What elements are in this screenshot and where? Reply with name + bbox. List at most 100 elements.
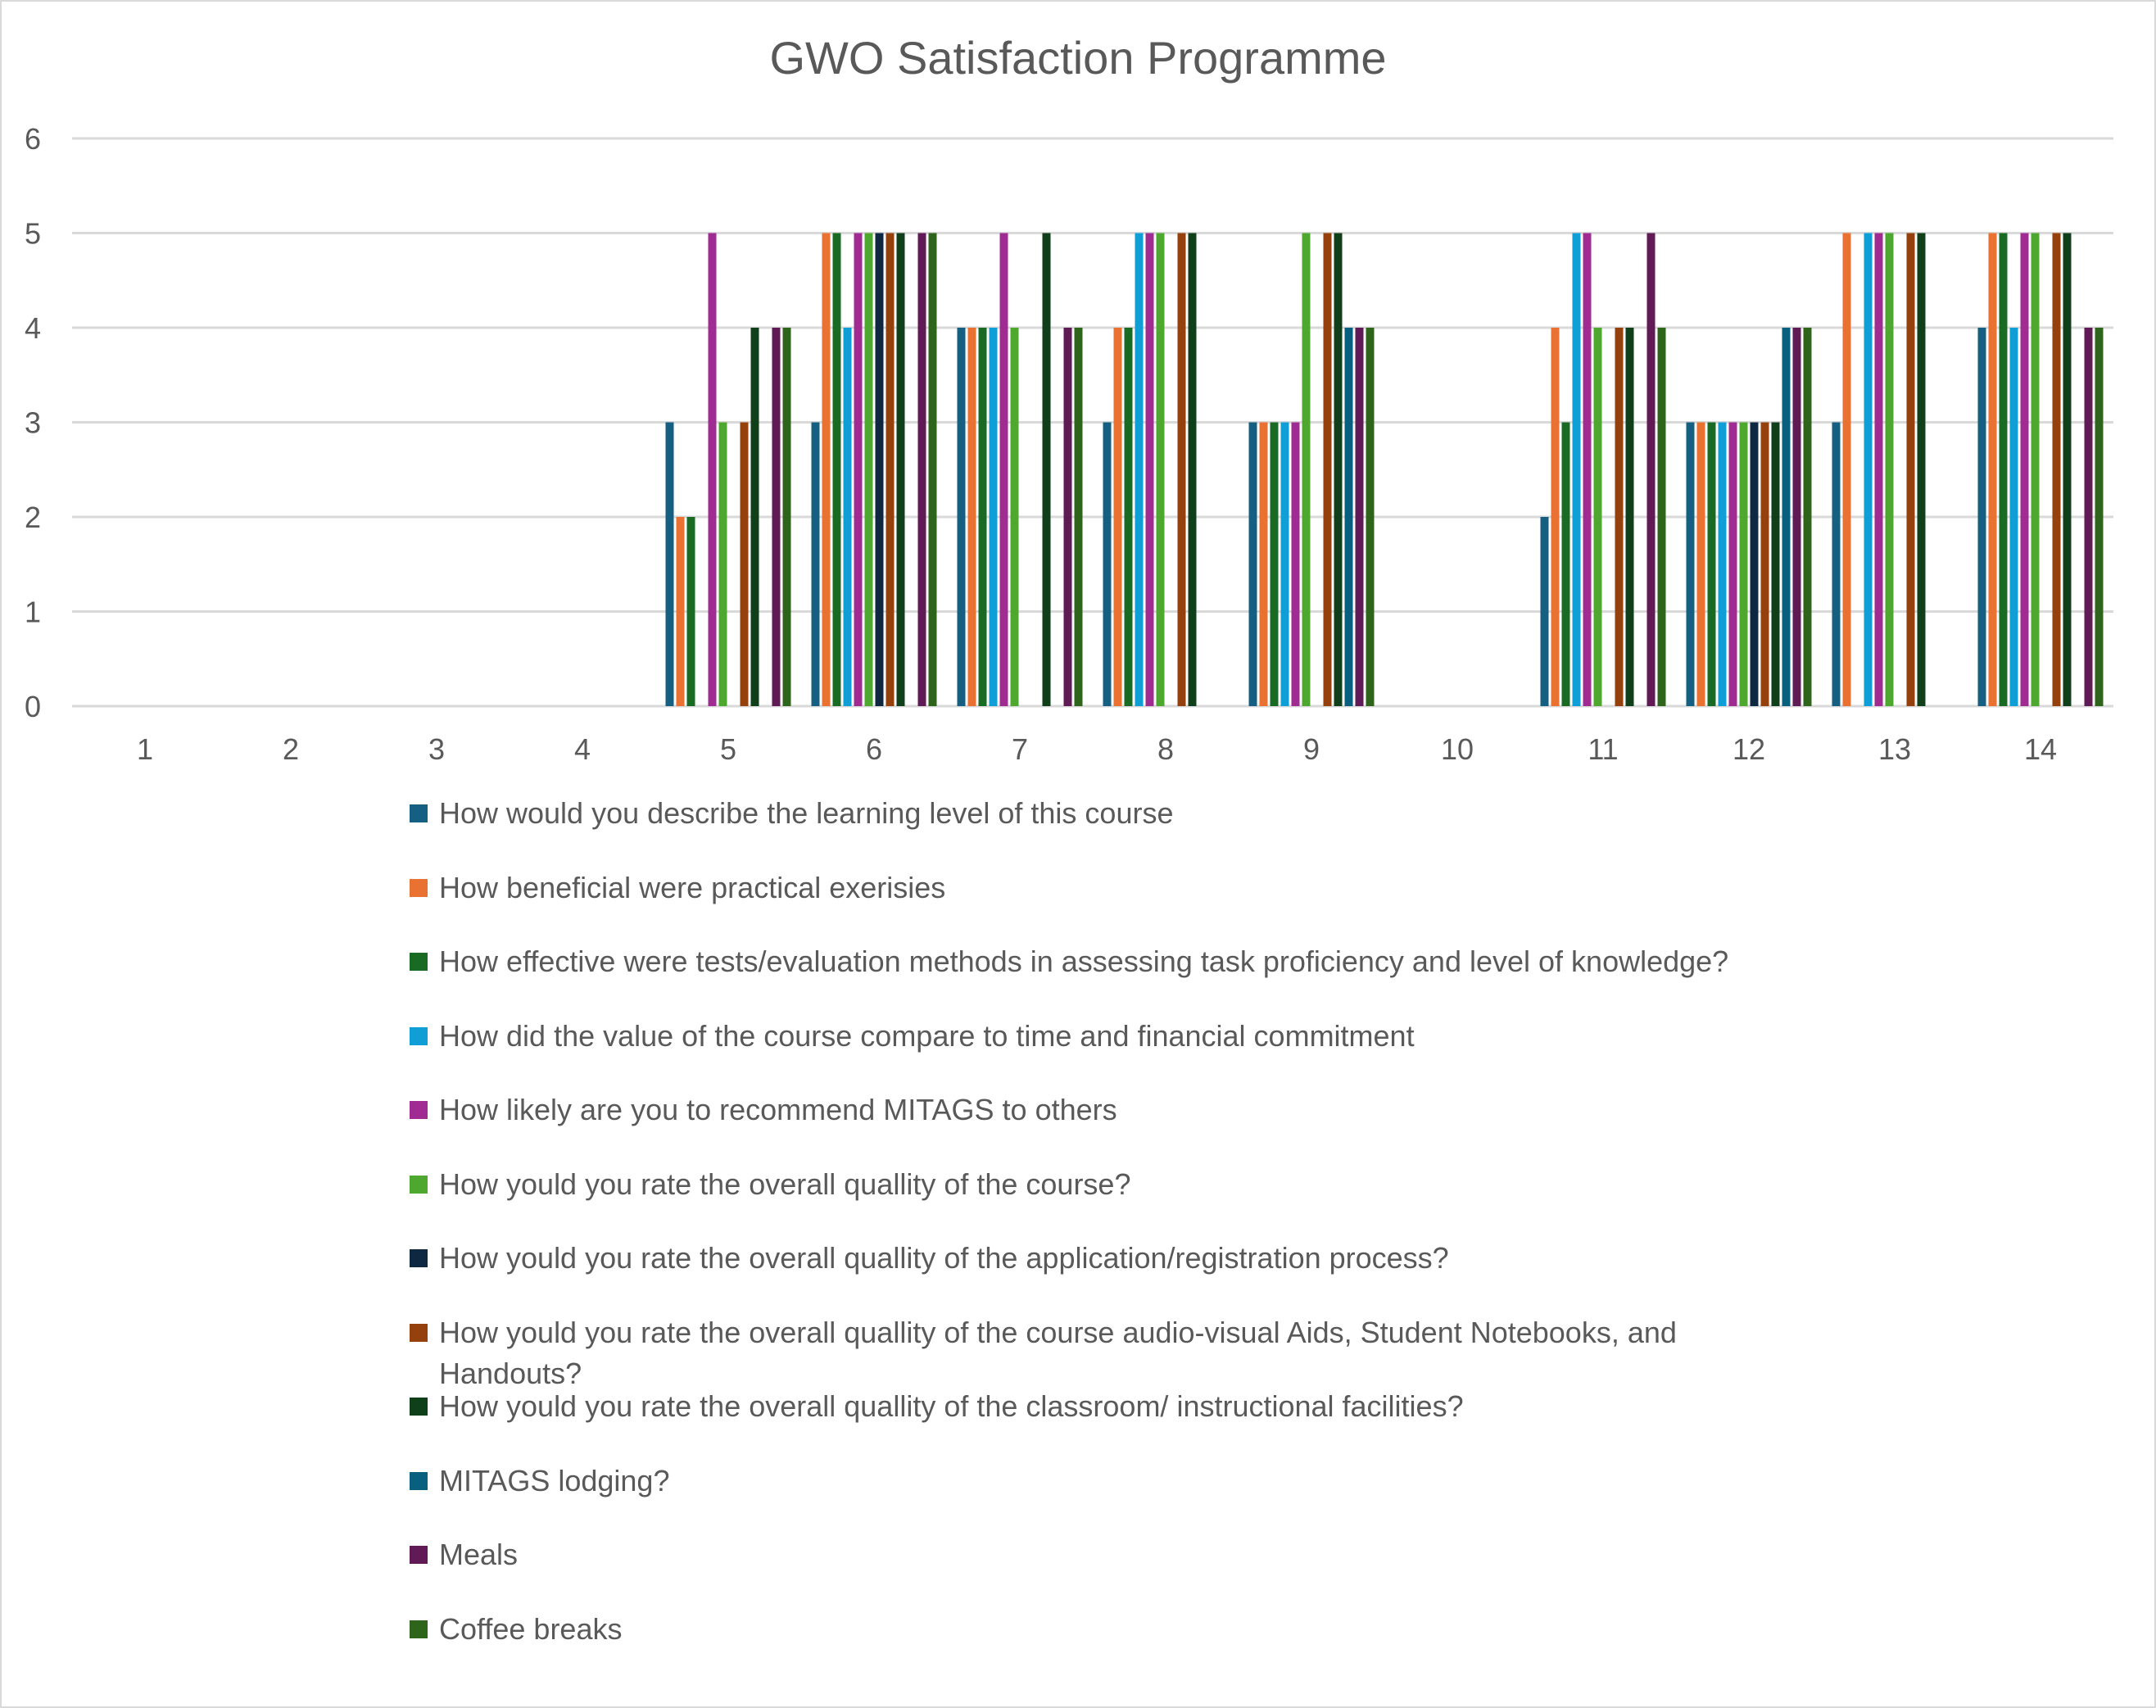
bar <box>1782 328 1791 706</box>
bar <box>740 422 749 706</box>
bar <box>928 233 937 706</box>
bar <box>1010 328 1019 706</box>
legend-label: How yould you rate the overall quallity … <box>439 1315 1677 1390</box>
bar <box>1842 233 1851 706</box>
bar <box>1832 422 1841 706</box>
x-tick-label: 11 <box>1588 732 1618 766</box>
legend-item: How yould you rate the overall quallity … <box>410 1164 1802 1205</box>
bar <box>1280 422 1289 706</box>
bar <box>957 328 966 706</box>
bar <box>1803 328 1812 706</box>
legend-item: Coffee breaks <box>410 1609 1802 1650</box>
x-tick-label: 14 <box>2024 732 2057 766</box>
x-tick-label: 12 <box>1732 732 1765 766</box>
bar <box>1103 422 1112 706</box>
legend-label: How would you describe the learning leve… <box>439 796 1174 830</box>
bar <box>1999 233 2008 706</box>
bar <box>1864 233 1873 706</box>
legend-swatch <box>410 1398 428 1416</box>
legend-swatch <box>410 1323 428 1342</box>
legend-swatch <box>410 1175 428 1194</box>
bar <box>2084 328 2093 706</box>
bar <box>896 233 905 706</box>
bar <box>718 422 727 706</box>
legend-swatch <box>410 1101 428 1119</box>
bar <box>1302 233 1311 706</box>
bar <box>1177 233 1186 706</box>
x-axis-ticks: 1 2 3 4 5 6 7 8 9 10 11 12 13 14 <box>137 732 2057 766</box>
bar <box>1270 422 1279 706</box>
legend-item: How yould you rate the overall quallity … <box>410 1386 1802 1427</box>
bar <box>1707 422 1716 706</box>
legend-item: How effective were tests/evaluation meth… <box>410 941 1802 982</box>
y-tick-label: 3 <box>25 406 41 440</box>
legend-item: How yould you rate the overall quallity … <box>410 1312 1802 1394</box>
bar <box>917 233 926 706</box>
legend-swatch <box>410 953 428 971</box>
bar <box>1874 233 1883 706</box>
legend-label: How yould you rate the overall quallity … <box>439 1241 1449 1275</box>
bar <box>1906 233 1915 706</box>
bar <box>2009 328 2018 706</box>
bar <box>1646 233 1656 706</box>
bar <box>1718 422 1727 706</box>
x-tick-label: 5 <box>720 732 736 766</box>
y-axis-ticks: 0 1 2 3 4 5 6 <box>25 122 41 723</box>
bar <box>1344 328 1353 706</box>
y-tick-label: 5 <box>25 217 41 251</box>
legend-swatch <box>410 1249 428 1267</box>
bar <box>686 517 695 706</box>
bar <box>1977 328 1986 706</box>
bar <box>2063 233 2072 706</box>
y-tick-label: 2 <box>25 501 41 534</box>
legend-label: How yould you rate the overall quallity … <box>439 1389 1464 1423</box>
bar <box>1113 328 1122 706</box>
bar <box>1917 233 1926 706</box>
chart-title: GWO Satisfaction Programme <box>769 32 1387 84</box>
legend-label: Meals <box>439 1538 519 1571</box>
bar <box>822 233 831 706</box>
bar <box>1728 422 1737 706</box>
legend-item: How likely are you to recommend MITAGS t… <box>410 1090 1802 1130</box>
legend-swatch <box>410 878 428 897</box>
legend-swatch <box>410 1546 428 1564</box>
legend-item: How did the value of the course compare … <box>410 1016 1802 1057</box>
bar <box>1248 422 1257 706</box>
bar <box>1063 328 1072 706</box>
bar <box>708 233 717 706</box>
bar <box>967 328 976 706</box>
bar <box>1135 233 1144 706</box>
bar <box>1771 422 1780 706</box>
bar <box>886 233 895 706</box>
bar <box>2020 233 2029 706</box>
legend-item: How would you describe the learning leve… <box>410 793 1802 834</box>
y-tick-label: 4 <box>25 311 41 345</box>
x-tick-label: 10 <box>1441 732 1474 766</box>
legend-item: Meals <box>410 1534 1802 1575</box>
bar <box>782 328 791 706</box>
bar <box>1572 233 1581 706</box>
x-tick-label: 4 <box>574 732 591 766</box>
bar <box>1593 328 1602 706</box>
legend-swatch <box>410 1026 428 1045</box>
x-tick-label: 13 <box>1878 732 1911 766</box>
bar <box>1355 328 1364 706</box>
x-tick-label: 1 <box>137 732 153 766</box>
bar <box>1188 233 1197 706</box>
bar <box>1657 328 1666 706</box>
legend-label: How yould you rate the overall quallity … <box>439 1167 1131 1201</box>
bar <box>1334 233 1343 706</box>
bar <box>1792 328 1801 706</box>
bar <box>1074 328 1083 706</box>
bar <box>1259 422 1268 706</box>
legend-item: How beneficial were practical exerisies <box>410 868 1802 908</box>
x-tick-label: 2 <box>283 732 299 766</box>
y-tick-label: 0 <box>25 690 41 723</box>
bar <box>2052 233 2061 706</box>
bar <box>1739 422 1748 706</box>
legend-label: MITAGS lodging? <box>439 1463 670 1497</box>
bar <box>1885 233 1894 706</box>
bar <box>1145 233 1154 706</box>
